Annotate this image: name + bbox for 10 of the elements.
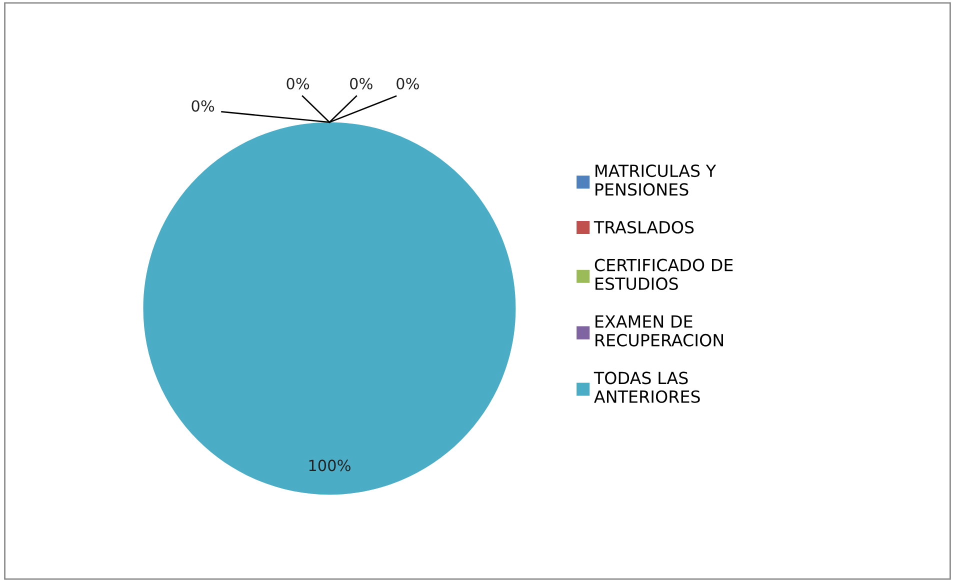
legend-label: TODAS LAS ANTERIORES — [594, 372, 700, 403]
legend-label: TRASLADOS — [594, 220, 694, 234]
legend-label: CERTIFICADO DE ESTUDIOS — [594, 258, 733, 290]
text: 0% — [286, 78, 310, 90]
text: 0% — [350, 78, 372, 90]
text: 0% — [396, 78, 419, 90]
legend-label: EXAMEN DE RECUPERACION — [596, 315, 723, 346]
data-label: 100% — [309, 460, 350, 472]
text: 0% — [192, 100, 214, 112]
legend-label: MATRICULAS Y PENSIONES — [596, 164, 716, 196]
